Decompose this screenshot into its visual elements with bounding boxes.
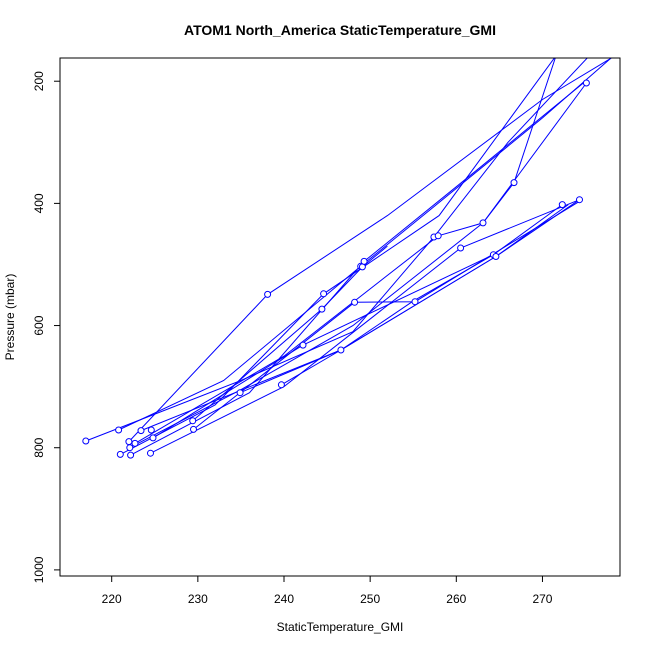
y-tick-label-1000: 1000: [32, 556, 46, 583]
data-point-13: [190, 425, 197, 433]
y-tick-label-200: 200: [32, 71, 46, 91]
profile-line-10: [192, 245, 388, 422]
data-point-6: [127, 451, 135, 459]
data-point-34: [576, 196, 583, 204]
profile-line-7: [150, 199, 580, 454]
y-tick-label-800: 800: [32, 437, 46, 457]
data-point-28: [457, 244, 465, 252]
profile-line-12: [239, 254, 494, 394]
x-tick-label-250: 250: [360, 592, 380, 606]
x-tick-label-220: 220: [102, 592, 122, 606]
data-point-31: [492, 253, 500, 260]
data-point-10: [147, 426, 155, 434]
data-point-21: [351, 298, 359, 306]
data-point-9: [147, 449, 154, 457]
data-point-5: [126, 444, 134, 452]
data-point-15: [264, 290, 272, 298]
profile-line-9: [140, 204, 569, 432]
data-point-35: [582, 79, 590, 87]
profile-line-14: [129, 82, 587, 449]
data-point-3: [116, 450, 124, 458]
data-point-2: [115, 426, 123, 434]
data-point-20: [337, 346, 345, 354]
data-point-29: [479, 219, 487, 227]
data-point-14: [236, 389, 244, 397]
data-point-32: [510, 179, 518, 187]
data-point-1: [82, 437, 90, 445]
data-point-24: [360, 257, 368, 265]
x-tick-label-260: 260: [446, 592, 466, 606]
data-points: [82, 79, 590, 459]
data-point-17: [299, 341, 307, 349]
y-tick-label-600: 600: [32, 315, 46, 335]
x-tick-label-240: 240: [274, 592, 294, 606]
data-point-19: [320, 290, 328, 298]
data-point-16: [277, 381, 285, 389]
profile-lines: [85, 58, 613, 456]
profile-line-8: [152, 204, 563, 439]
x-axis-label: StaticTemperature_GMI: [277, 620, 404, 634]
x-tick-label-270: 270: [532, 592, 552, 606]
x-axis: 220 230 240 250 260 270: [102, 576, 553, 606]
data-point-4: [125, 438, 133, 446]
profile-line-1: [85, 58, 588, 442]
data-point-7: [131, 439, 139, 447]
profile-line-11: [193, 199, 582, 430]
chart-title: ATOM1 North_America StaticTemperature_GM…: [184, 22, 496, 38]
profile-line-4: [128, 58, 613, 442]
data-point-11: [149, 434, 157, 442]
data-point-12: [189, 417, 197, 425]
data-point-8: [137, 427, 145, 435]
data-point-18: [318, 305, 326, 313]
profile-line-13: [281, 199, 580, 386]
y-tick-label-400: 400: [32, 193, 46, 213]
y-axis-label: Pressure (mbar): [3, 274, 17, 361]
y-axis: 200 400 600 800 1000: [32, 71, 60, 583]
data-point-25: [411, 298, 419, 306]
data-point-27: [434, 232, 442, 240]
data-point-33: [558, 201, 566, 209]
plot-frame: [59, 57, 621, 577]
profile-line-6: [134, 58, 556, 444]
x-tick-label-230: 230: [188, 592, 208, 606]
